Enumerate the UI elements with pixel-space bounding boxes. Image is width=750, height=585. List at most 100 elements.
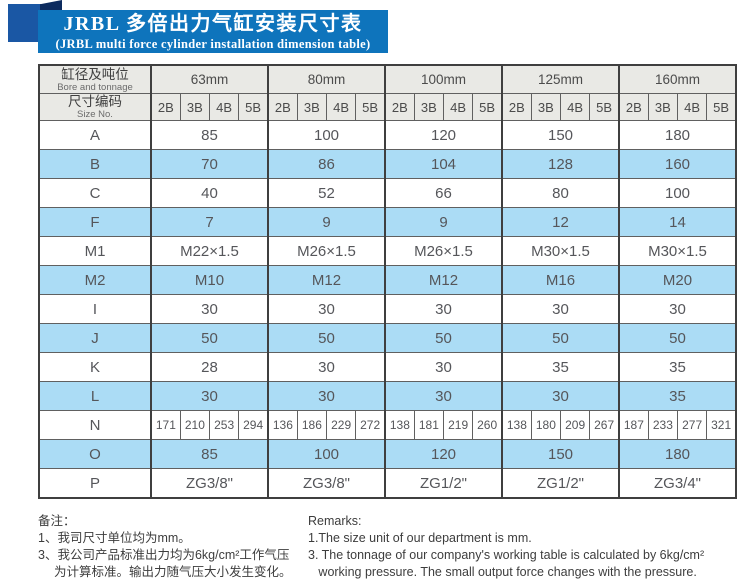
value-cell: 30 <box>150 381 269 411</box>
note-line: working pressure. The small output force… <box>308 565 697 579</box>
value-cell: 100 <box>267 120 386 150</box>
row-label: C <box>38 178 152 208</box>
value-cell: M12 <box>384 265 503 295</box>
value-cell: 50 <box>501 323 620 353</box>
table-row-A: A 85 100 120 150 180 <box>38 120 737 150</box>
value-cell: ZG3/8" <box>150 468 269 499</box>
size-code-header: 3B <box>530 93 562 121</box>
size-code-header: 5B <box>238 93 269 121</box>
value-cell: 100 <box>618 178 737 208</box>
size-code-header: 5B <box>472 93 503 121</box>
value-cell: 104 <box>384 149 503 179</box>
note-line: 3、我公司产品标准出力均为6kg/cm²工作气压 <box>38 548 290 562</box>
corner-header-en: Bore and tonnage <box>57 81 133 93</box>
size-code-header: 4B <box>208 93 240 121</box>
value-cell: 30 <box>384 381 503 411</box>
row-label: N <box>38 410 152 440</box>
table-row-B: B 70 86 104 128 160 <box>38 149 737 179</box>
value-cell: M20 <box>618 265 737 295</box>
table-row-M2: M2 M10 M12 M12 M16 M20 <box>38 265 737 295</box>
value-cell: M30×1.5 <box>501 236 620 266</box>
size-code-header: 5B <box>706 93 737 121</box>
note-line: 1.The size unit of our department is mm. <box>308 531 532 545</box>
value-cell: 181 <box>413 410 445 440</box>
value-cell: M26×1.5 <box>267 236 386 266</box>
table-row-P: P ZG3/8" ZG3/8" ZG1/2" ZG1/2" ZG3/4" <box>38 468 737 499</box>
value-cell: 50 <box>267 323 386 353</box>
notes-zh: 备注： 1、我司尺寸单位均为mm。 3、我公司产品标准出力均为6kg/cm²工作气… <box>38 513 310 581</box>
value-cell: 120 <box>384 120 503 150</box>
row-label: J <box>38 323 152 353</box>
value-cell: 136 <box>266 410 298 440</box>
size-code-header: 2B <box>617 93 649 121</box>
value-cell: M16 <box>501 265 620 295</box>
size-code-header: 5B <box>355 93 386 121</box>
note-line: 1、我司尺寸单位均为mm。 <box>38 531 191 545</box>
row-label: P <box>38 468 152 499</box>
value-cell: 9 <box>384 207 503 237</box>
value-cell: 80 <box>501 178 620 208</box>
value-cell: 272 <box>355 410 386 440</box>
value-cell: 30 <box>267 294 386 324</box>
value-cell: 35 <box>618 352 737 382</box>
value-cell: 85 <box>150 120 269 150</box>
value-cell: 277 <box>676 410 708 440</box>
value-cell: 210 <box>179 410 211 440</box>
value-cell: 50 <box>150 323 269 353</box>
size-code-header: 2B <box>266 93 298 121</box>
value-cell: M12 <box>267 265 386 295</box>
value-cell: 9 <box>267 207 386 237</box>
value-cell: 30 <box>501 381 620 411</box>
value-cell: 187 <box>617 410 649 440</box>
value-cell: 321 <box>706 410 737 440</box>
bore-header: 160mm <box>618 64 737 94</box>
value-cell: M30×1.5 <box>618 236 737 266</box>
value-cell: 233 <box>647 410 679 440</box>
notes-en: Remarks: 1.The size unit of our departme… <box>308 513 744 581</box>
value-cell: 66 <box>384 178 503 208</box>
page-title: JRBL 多倍出力气缸安装尺寸表 <box>63 13 363 35</box>
value-cell: 85 <box>150 439 269 469</box>
size-code-header: 3B <box>647 93 679 121</box>
row-label: M1 <box>38 236 152 266</box>
row-label: B <box>38 149 152 179</box>
value-cell: 160 <box>618 149 737 179</box>
value-cell: 294 <box>238 410 269 440</box>
row-label: A <box>38 120 152 150</box>
value-cell: 253 <box>208 410 240 440</box>
size-code-header: 4B <box>559 93 591 121</box>
size-code-header: 4B <box>442 93 474 121</box>
value-cell: 30 <box>501 294 620 324</box>
value-cell: 120 <box>384 439 503 469</box>
notes-zh-lines: 1、我司尺寸单位均为mm。 3、我公司产品标准出力均为6kg/cm²工作气压 为计… <box>38 530 310 581</box>
value-cell: 30 <box>384 352 503 382</box>
notes-zh-title: 备注： <box>38 514 76 528</box>
table-row-O: O 85 100 120 150 180 <box>38 439 737 469</box>
value-cell: 30 <box>267 352 386 382</box>
size-code-header: 2B <box>149 93 181 121</box>
value-cell: 50 <box>384 323 503 353</box>
value-cell: 128 <box>501 149 620 179</box>
size-code-header: 2B <box>383 93 415 121</box>
table-row-F: F 7 9 9 12 14 <box>38 207 737 237</box>
row-label: M2 <box>38 265 152 295</box>
value-cell: 40 <box>150 178 269 208</box>
value-cell: 7 <box>150 207 269 237</box>
size-no-header-zh: 尺寸编码 <box>68 94 122 110</box>
value-cell: 30 <box>384 294 503 324</box>
value-cell: 12 <box>501 207 620 237</box>
value-cell: 30 <box>618 294 737 324</box>
bore-header: 63mm <box>150 64 269 94</box>
value-cell: 28 <box>150 352 269 382</box>
value-cell: 180 <box>530 410 562 440</box>
value-cell: M10 <box>150 265 269 295</box>
value-cell: 267 <box>589 410 620 440</box>
value-cell: ZG1/2" <box>501 468 620 499</box>
value-cell: 30 <box>150 294 269 324</box>
value-cell: 70 <box>150 149 269 179</box>
value-cell: 35 <box>618 381 737 411</box>
corner-header-bore-tonnage: 缸径及吨位 Bore and tonnage <box>38 64 152 94</box>
value-cell: M22×1.5 <box>150 236 269 266</box>
value-cell: 180 <box>618 120 737 150</box>
table-row-C: C 40 52 66 80 100 <box>38 178 737 208</box>
